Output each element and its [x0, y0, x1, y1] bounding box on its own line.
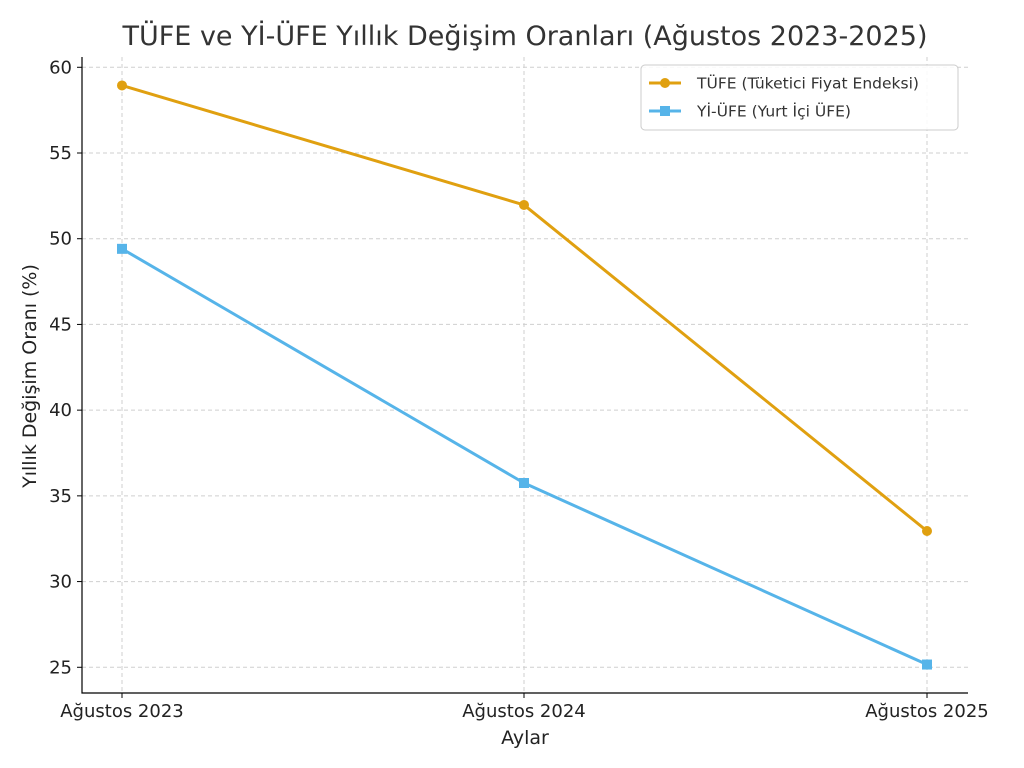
legend-item: TÜFE (Tüketici Fiyat Endeksi)	[649, 74, 919, 93]
x-tick-label: Ağustos 2025	[865, 701, 989, 722]
data-point-marker	[117, 80, 127, 91]
y-tick-label: 55	[49, 143, 72, 164]
axes-layer: 25 30 35 40 45 50 55 60 Ağustos 2023 Ağustos 2024…	[49, 57, 989, 722]
series-2	[117, 243, 932, 670]
series-1	[117, 80, 932, 536]
legend-swatch-marker	[660, 106, 670, 116]
y-tick-label: 30	[49, 572, 72, 593]
y-tick-label: 45	[49, 314, 72, 335]
y-tick-label: 40	[49, 400, 72, 421]
axis-spines	[81, 57, 968, 694]
data-point-marker	[922, 659, 932, 670]
y-tick-label: 60	[49, 57, 72, 78]
grid-layer	[82, 57, 968, 693]
legend-swatch-marker	[660, 78, 670, 88]
data-point-marker	[117, 243, 127, 254]
legend-label: TÜFE (Tüketici Fiyat Endeksi)	[696, 74, 919, 93]
data-point-marker	[922, 526, 932, 536]
x-tick-label: Ağustos 2024	[462, 701, 586, 722]
legend-frame	[640, 64, 959, 131]
legend-item: Yİ-ÜFE (Yurt İçi ÜFE)	[649, 102, 851, 121]
chart-title: TÜFE ve Yİ-ÜFE Yıllık Değişim Oranları (…	[122, 20, 928, 52]
data-point-marker	[519, 199, 529, 210]
x-axis-label: Aylar	[501, 727, 549, 749]
x-tick-label: Ağustos 2023	[60, 701, 184, 722]
y-axis-label: Yıllık Değişim Oranı (%)	[19, 264, 41, 489]
data-point-marker	[519, 478, 529, 488]
legend: TÜFE (Tüketici Fiyat Endeksi) Yİ-ÜFE (Yur…	[640, 64, 959, 131]
series-layer	[117, 80, 932, 670]
y-tick-label: 25	[49, 657, 72, 678]
y-tick-label: 35	[49, 486, 72, 507]
legend-label: Yİ-ÜFE (Yurt İçi ÜFE)	[696, 102, 851, 121]
y-tick-label: 50	[49, 229, 72, 250]
